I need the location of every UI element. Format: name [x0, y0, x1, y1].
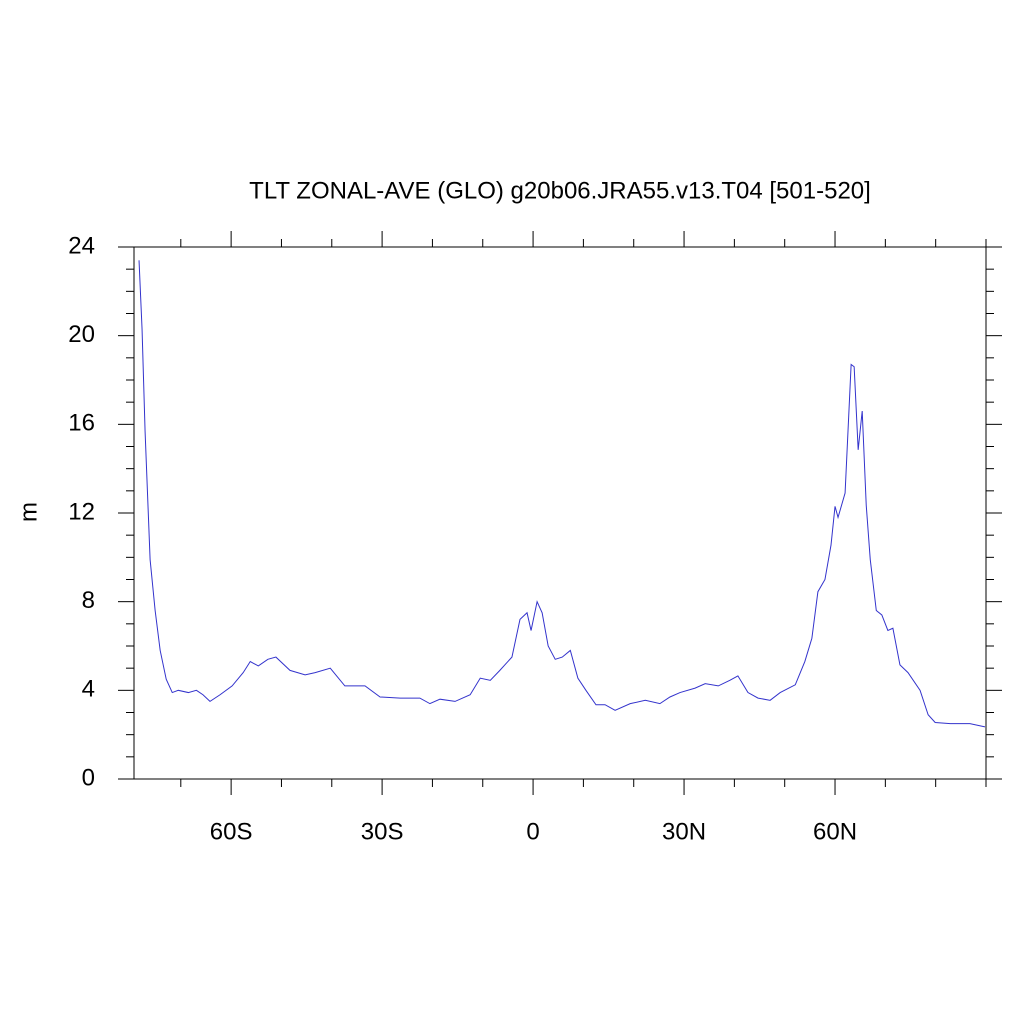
x-tick-label: 60S — [210, 818, 253, 845]
y-axis-label: m — [15, 502, 42, 522]
y-tick-label: 24 — [68, 232, 95, 259]
plot-frame — [133, 246, 987, 780]
x-tick-label: 60N — [813, 818, 857, 845]
x-tick-label: 30S — [361, 818, 404, 845]
x-tick-label: 0 — [526, 818, 539, 845]
y-tick-label: 4 — [82, 676, 95, 703]
y-tick-label: 12 — [68, 498, 95, 525]
x-tick-label: 30N — [662, 818, 706, 845]
y-tick-label: 8 — [82, 587, 95, 614]
y-tick-label: 20 — [68, 321, 95, 348]
y-tick-label: 16 — [68, 410, 95, 437]
data-line — [138, 260, 986, 728]
chart-title: TLT ZONAL-AVE (GLO) g20b06.JRA55.v13.T04… — [249, 177, 871, 204]
y-tick-label: 0 — [82, 764, 95, 791]
